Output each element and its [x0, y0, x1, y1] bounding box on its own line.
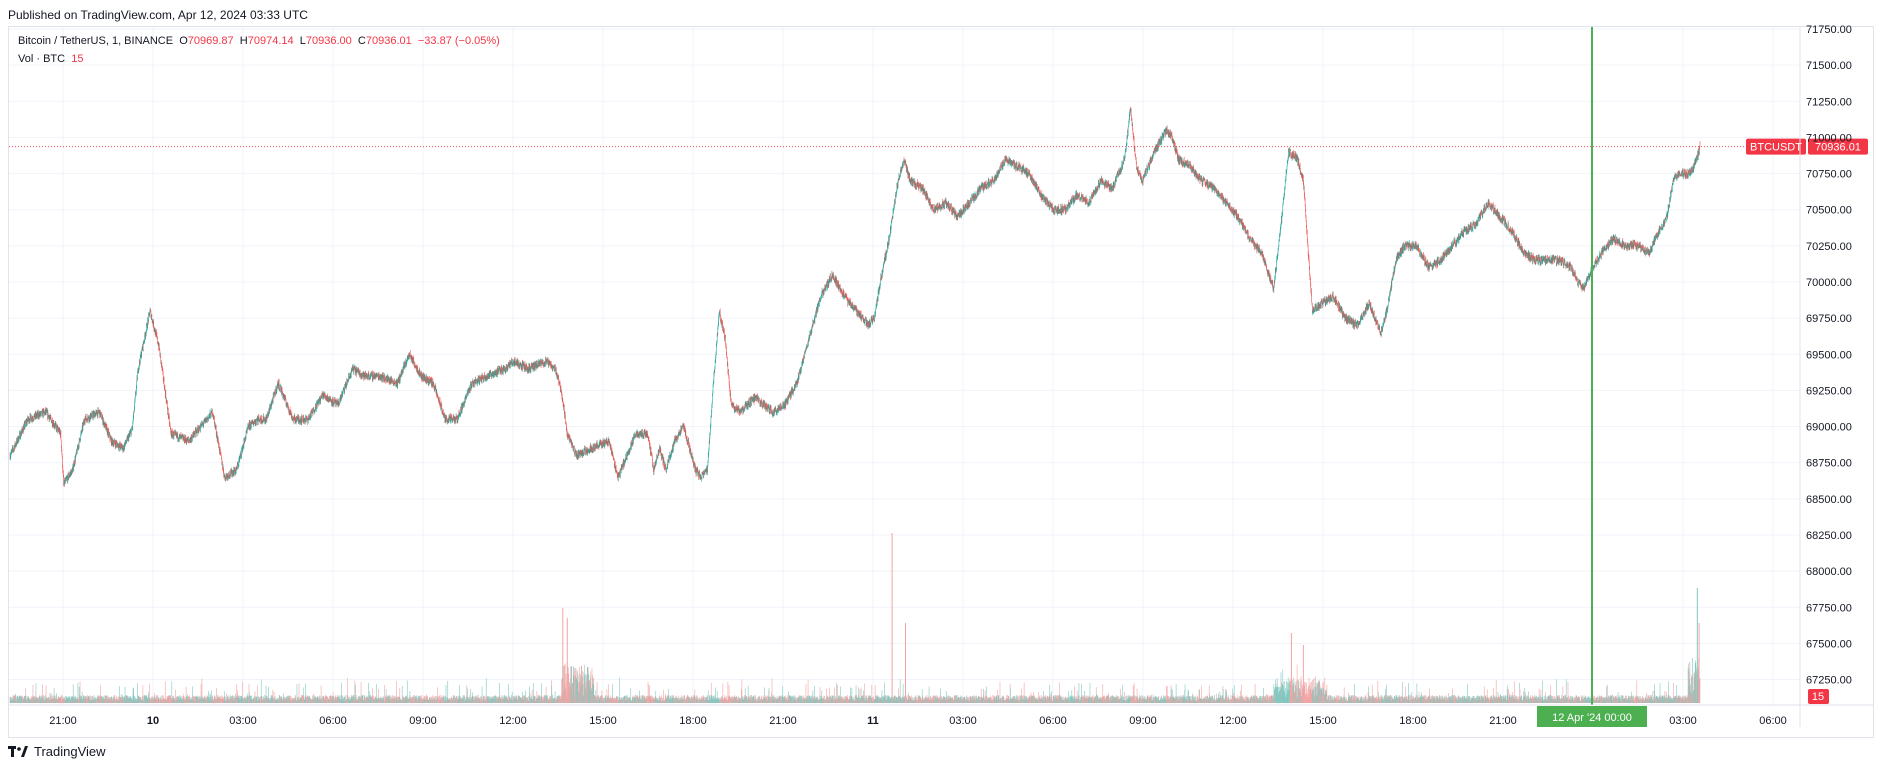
volume-layer	[9, 533, 1701, 703]
published-text: Published on TradingView.com, Apr 12, 20…	[8, 8, 308, 22]
chart-frame[interactable]	[8, 26, 1874, 738]
grid-layer	[9, 27, 1800, 705]
